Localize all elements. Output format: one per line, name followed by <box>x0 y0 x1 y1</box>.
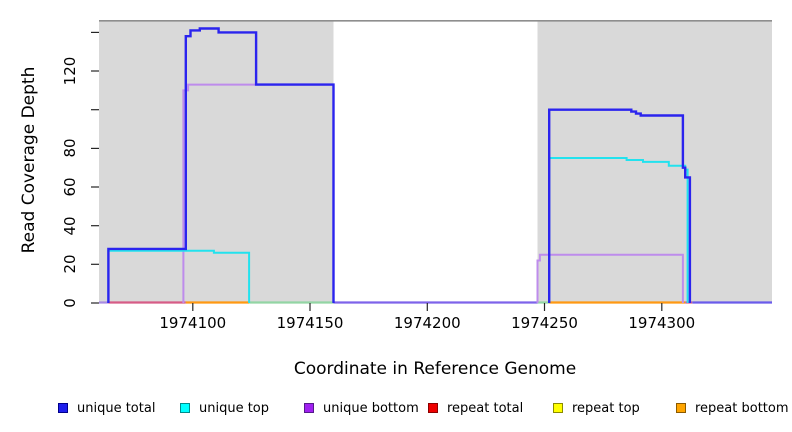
legend-item-unique-bottom: unique bottom <box>304 400 419 416</box>
legend-swatch-icon <box>676 403 686 413</box>
highlight-region-1 <box>99 20 334 303</box>
legend-label: unique top <box>199 400 270 416</box>
series-unique-total-path-2 <box>548 108 692 303</box>
y-tick-label: 40 <box>61 216 79 236</box>
y-tick-label: 0 <box>61 298 79 308</box>
legend-item-unique-total: unique total <box>58 400 155 416</box>
legend-label: repeat top <box>572 400 640 416</box>
legend-swatch-icon <box>304 403 314 413</box>
legend-label: unique total <box>77 400 156 416</box>
legend-item-unique-top: unique top <box>180 400 269 416</box>
legend-label: repeat total <box>447 400 524 416</box>
legend-swatch-icon <box>180 403 190 413</box>
x-tick-label: 1974150 <box>276 314 344 332</box>
x-axis-title: Coordinate in Reference Genome <box>293 359 577 379</box>
series-unique-bottom-path-2 <box>536 253 684 303</box>
x-tick-label: 1974100 <box>159 314 227 332</box>
series-unique-total-path-1 <box>107 27 335 303</box>
legend-item-repeat-bottom: repeat bottom <box>676 400 789 416</box>
legend-label: repeat bottom <box>695 400 789 416</box>
legend-item-repeat-top: repeat top <box>553 400 640 416</box>
y-tick-label: 120 <box>61 56 79 86</box>
x-tick-label: 1974200 <box>393 314 461 332</box>
y-tick-label: 60 <box>61 177 79 197</box>
y-axis-title: Read Coverage Depth <box>19 66 39 254</box>
y-tick-label: 80 <box>61 138 79 158</box>
legend-item-repeat-total: repeat total <box>428 400 523 416</box>
legend-swatch-icon <box>553 403 563 413</box>
legend-label: unique bottom <box>323 400 419 416</box>
y-tick-label: 20 <box>61 254 79 274</box>
x-tick-label: 1974250 <box>511 314 578 332</box>
legend-swatch-icon <box>428 403 438 413</box>
legend-swatch-icon <box>58 403 68 413</box>
chart-legend: unique total unique top unique bottom repea… <box>0 400 792 420</box>
x-tick-label: 1974300 <box>628 314 696 332</box>
plot-area-svg <box>91 19 772 311</box>
